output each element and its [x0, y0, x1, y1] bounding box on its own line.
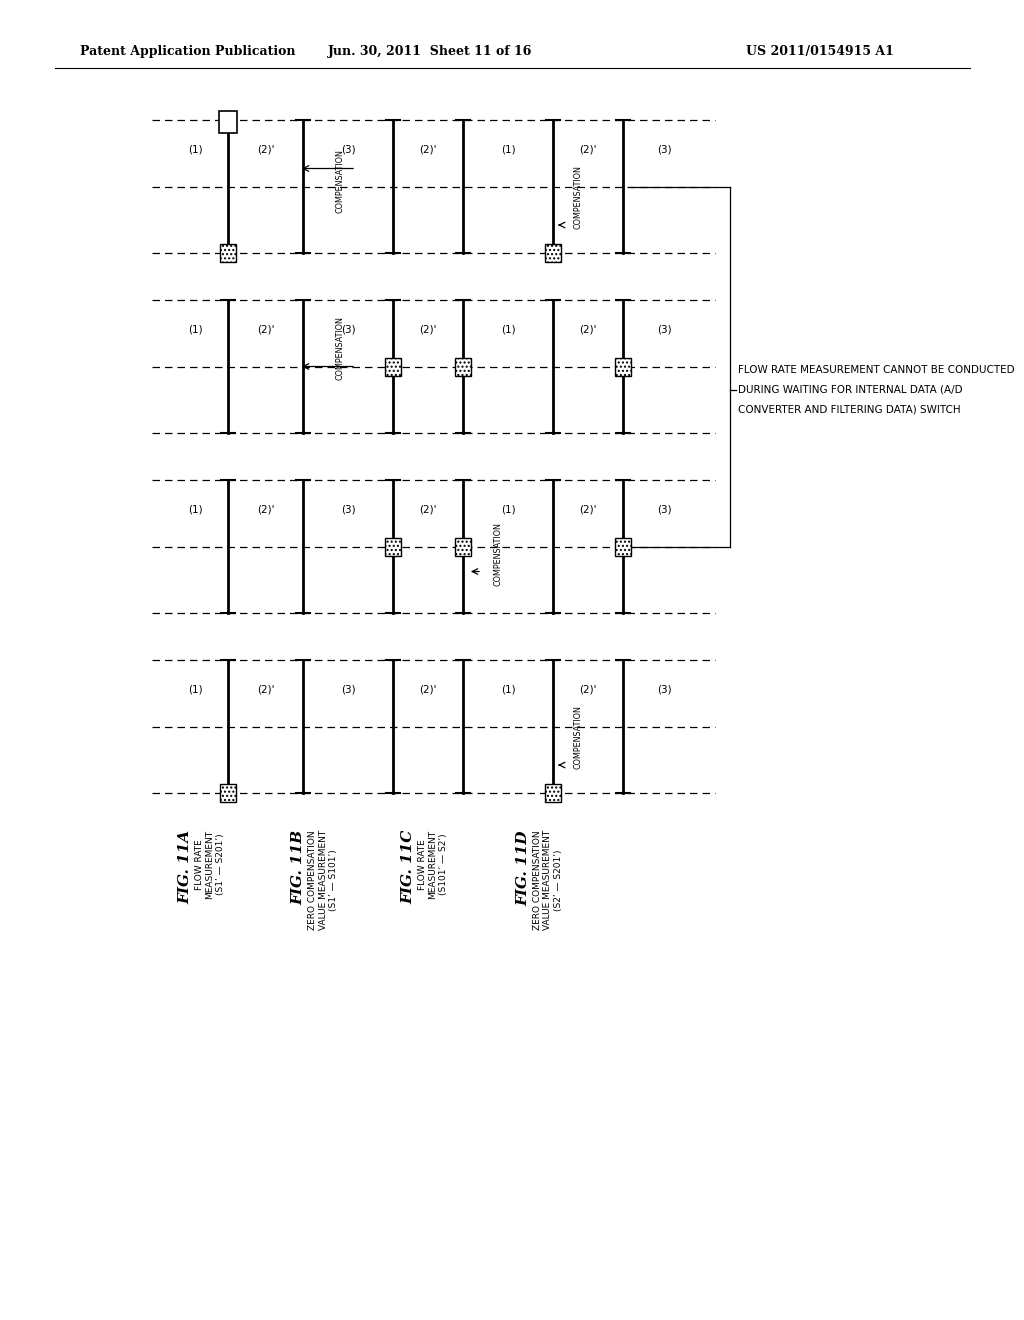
Text: COMPENSATION: COMPENSATION [573, 165, 583, 228]
Text: (3): (3) [341, 325, 355, 335]
Text: FLOW RATE
MEASUREMENT
(S101’ — S2’): FLOW RATE MEASUREMENT (S101’ — S2’) [418, 830, 447, 899]
Text: COMPENSATION: COMPENSATION [336, 149, 344, 214]
Text: (1): (1) [501, 506, 515, 515]
Text: (1): (1) [187, 506, 203, 515]
Text: COMPENSATION: COMPENSATION [336, 317, 344, 380]
Text: Patent Application Publication: Patent Application Publication [80, 45, 296, 58]
Text: (2)': (2)' [257, 325, 274, 335]
Text: (1): (1) [187, 325, 203, 335]
Text: FIG. 11D: FIG. 11D [516, 830, 530, 906]
Text: DURING WAITING FOR INTERNAL DATA (A/D: DURING WAITING FOR INTERNAL DATA (A/D [738, 385, 963, 395]
Text: COMPENSATION: COMPENSATION [573, 705, 583, 770]
Text: (3): (3) [341, 506, 355, 515]
Bar [615, 537, 631, 556]
Text: (2)': (2)' [419, 325, 437, 335]
Bar [385, 537, 401, 556]
Text: (2)': (2)' [419, 145, 437, 154]
Bar [545, 784, 561, 803]
Text: (1): (1) [501, 325, 515, 335]
Text: (2)': (2)' [257, 145, 274, 154]
Text: (2)': (2)' [257, 506, 274, 515]
Bar [220, 784, 236, 803]
Text: (2)': (2)' [419, 685, 437, 694]
Text: ZERO COMPENSATION
VALUE MEASUREMENT
(S2’ — S201’): ZERO COMPENSATION VALUE MEASUREMENT (S2’… [534, 830, 563, 931]
Bar [615, 358, 631, 375]
Bar [385, 358, 401, 375]
Text: (2)': (2)' [580, 685, 597, 694]
Text: FIG. 11C: FIG. 11C [401, 830, 415, 904]
Text: US 2011/0154915 A1: US 2011/0154915 A1 [746, 45, 894, 58]
Text: (3): (3) [341, 145, 355, 154]
Text: (3): (3) [656, 325, 672, 335]
Text: (2)': (2)' [580, 145, 597, 154]
Bar [455, 358, 471, 375]
Text: FLOW RATE
MEASUREMENT
(S1’ — S201’): FLOW RATE MEASUREMENT (S1’ — S201’) [196, 830, 225, 899]
Text: (3): (3) [656, 145, 672, 154]
Text: COMPENSATION: COMPENSATION [494, 523, 503, 586]
Text: (1): (1) [187, 685, 203, 694]
Text: FLOW RATE MEASUREMENT CANNOT BE CONDUCTED: FLOW RATE MEASUREMENT CANNOT BE CONDUCTE… [738, 366, 1015, 375]
Bar [219, 111, 237, 133]
Text: ZERO COMPENSATION
VALUE MEASUREMENT
(S1’ — S101’): ZERO COMPENSATION VALUE MEASUREMENT (S1’… [308, 830, 338, 931]
Text: (2)': (2)' [580, 325, 597, 335]
Text: (3): (3) [341, 685, 355, 694]
Text: (1): (1) [187, 145, 203, 154]
Text: (2)': (2)' [580, 506, 597, 515]
Bar [220, 244, 236, 261]
Text: FIG. 11A: FIG. 11A [178, 830, 193, 904]
Text: Jun. 30, 2011  Sheet 11 of 16: Jun. 30, 2011 Sheet 11 of 16 [328, 45, 532, 58]
Text: (3): (3) [656, 506, 672, 515]
Bar [545, 244, 561, 261]
Text: (1): (1) [501, 145, 515, 154]
Text: (2)': (2)' [257, 685, 274, 694]
Text: (3): (3) [656, 685, 672, 694]
Text: (2)': (2)' [419, 506, 437, 515]
Bar [455, 537, 471, 556]
Text: (1): (1) [501, 685, 515, 694]
Text: CONVERTER AND FILTERING DATA) SWITCH: CONVERTER AND FILTERING DATA) SWITCH [738, 405, 961, 414]
Text: FIG. 11B: FIG. 11B [291, 830, 305, 906]
